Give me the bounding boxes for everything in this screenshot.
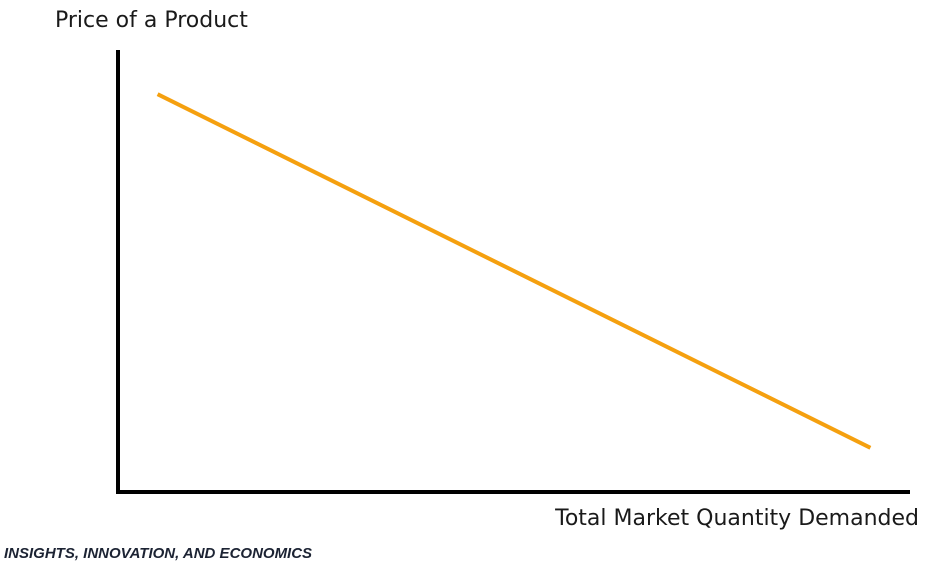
chart-series-layer xyxy=(156,92,872,450)
x-axis-label: Total Market Quantity Demanded xyxy=(555,506,919,531)
y-axis-label: Price of a Product xyxy=(55,8,248,33)
chart-axes xyxy=(116,50,910,494)
demand-curve-line xyxy=(156,92,872,450)
footer-brand-text: INSIGHTS, INNOVATION, AND ECONOMICS xyxy=(4,545,313,562)
